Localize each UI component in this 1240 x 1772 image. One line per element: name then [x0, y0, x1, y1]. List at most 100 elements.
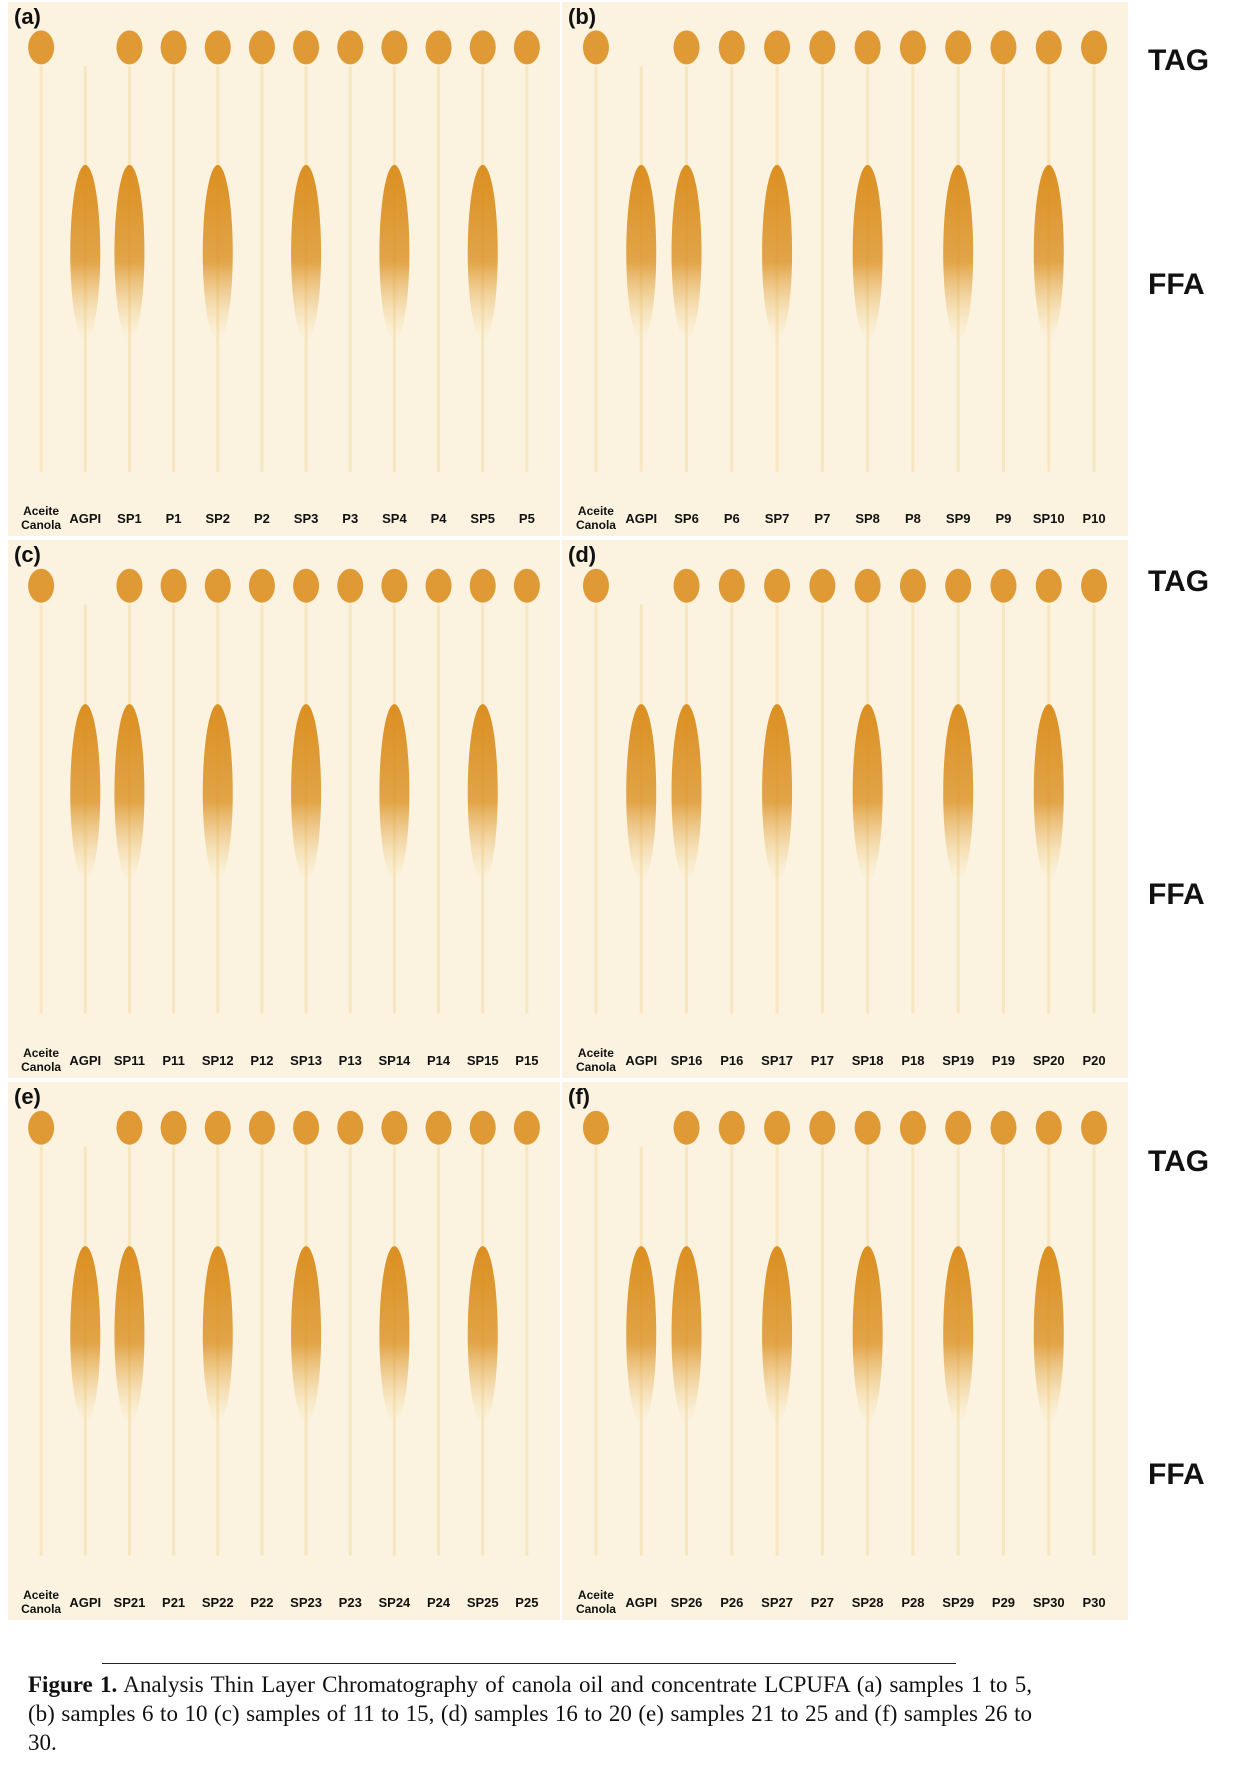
tag-spot — [809, 1110, 836, 1145]
tag-spot — [469, 568, 496, 603]
lane-label: SP27 — [761, 1595, 793, 1610]
ffa-spot — [114, 164, 145, 342]
tag-spot — [204, 1110, 231, 1145]
tag-label-row1: TAG — [1148, 44, 1210, 77]
tag-spot — [248, 568, 275, 603]
ffa-spot — [1033, 164, 1064, 342]
tag-spot — [764, 1110, 791, 1145]
lane-label-line: Aceite — [577, 1046, 614, 1060]
lane-label: SP17 — [761, 1053, 793, 1068]
panel-letter-f: (f) — [568, 1084, 590, 1109]
ffa-spot — [70, 164, 101, 342]
ffa-spot — [70, 704, 101, 882]
lane-label: SP24 — [378, 1595, 411, 1610]
lane-label: SP14 — [378, 1053, 411, 1068]
tag-spot — [990, 1110, 1017, 1145]
lane-label: P4 — [430, 511, 447, 526]
lane-label: SP19 — [942, 1053, 975, 1068]
lane-label: P28 — [901, 1595, 925, 1610]
tag-spot — [945, 1110, 972, 1145]
tag-spot — [116, 1110, 143, 1145]
tag-spot — [718, 1110, 745, 1145]
ffa-spot — [762, 1246, 793, 1424]
lane-label: SP7 — [764, 511, 790, 526]
tag-spot — [1081, 30, 1108, 65]
lane-label: P5 — [518, 511, 535, 526]
tag-spot — [293, 30, 320, 65]
lane-label-line: Aceite — [23, 504, 60, 518]
tag-spot — [116, 568, 143, 603]
tlc-plate-a — [8, 2, 560, 536]
ffa-spot — [291, 704, 322, 882]
plate-background — [562, 1082, 1128, 1620]
tlc-plate-d — [562, 540, 1128, 1078]
lane-label-line: Canola — [21, 1602, 62, 1616]
tag-spot — [381, 1110, 408, 1145]
lane-label: P6 — [723, 511, 740, 526]
lane-label: SP22 — [201, 1595, 234, 1610]
lane-label: Aceite Canola — [21, 1588, 61, 1616]
lane-label: SP3 — [293, 511, 319, 526]
ffa-spot — [671, 164, 702, 342]
tag-spot — [1081, 568, 1108, 603]
lane-label: P1 — [165, 511, 182, 526]
lane-label: AGPI — [625, 1595, 658, 1610]
tag-spot — [582, 568, 609, 603]
lane-label: P16 — [720, 1053, 744, 1068]
tag-spot — [854, 568, 881, 603]
lane-label: SP29 — [942, 1595, 975, 1610]
lane-label: P13 — [338, 1053, 362, 1068]
ffa-spot — [114, 704, 145, 882]
tag-spot — [990, 568, 1017, 603]
tag-spot — [582, 30, 609, 65]
lane-label: SP15 — [466, 1053, 499, 1068]
tag-spot — [381, 568, 408, 603]
tag-spot — [204, 568, 231, 603]
ffa-spot — [379, 704, 410, 882]
lane-label: P3 — [342, 511, 359, 526]
tag-spot — [1081, 1110, 1108, 1145]
tag-spot — [673, 30, 700, 65]
tag-spot — [160, 1110, 187, 1145]
caption-text: Analysis Thin Layer Chromatography of ca… — [28, 1672, 1032, 1755]
lane-label: SP5 — [470, 511, 496, 526]
tag-spot — [945, 568, 972, 603]
tag-spot — [337, 568, 364, 603]
tag-spot — [854, 1110, 881, 1145]
lane-label: SP23 — [290, 1595, 322, 1610]
lane-label: SP4 — [382, 511, 407, 526]
ffa-spot — [467, 1246, 498, 1424]
lane-label: AGPI — [625, 1053, 658, 1068]
lane-label: P24 — [426, 1595, 451, 1610]
lane-label: SP12 — [201, 1053, 234, 1068]
tag-spot — [945, 30, 972, 65]
lane-label: P2 — [253, 511, 270, 526]
lane-label: P21 — [162, 1595, 186, 1610]
lane-label: Aceite Canola — [21, 1046, 61, 1074]
panel-letter-c: (c) — [14, 542, 41, 567]
lane-label: SP1 — [117, 511, 142, 526]
ffa-spot — [1033, 704, 1064, 882]
lane-label-line: Canola — [21, 518, 62, 532]
lane-label: SP25 — [466, 1595, 499, 1610]
lane-label: SP21 — [113, 1595, 146, 1610]
ffa-spot — [852, 704, 883, 882]
lane-label: SP13 — [290, 1053, 322, 1068]
tlc-plate-c — [8, 540, 560, 1078]
lane-label: P26 — [720, 1595, 744, 1610]
lane-label-line: Aceite — [23, 1046, 60, 1060]
lane-label: Aceite Canola — [576, 1046, 616, 1074]
lane-label: SP2 — [205, 511, 231, 526]
lane-label: P7 — [814, 511, 831, 526]
panel-b: (b) Aceite Canola AGPI SP6 P6 SP7 P7 SP8 P8 SP9 P9… — [562, 2, 1128, 536]
tag-spot — [469, 30, 496, 65]
ffa-spot — [202, 1246, 233, 1424]
caption-label: Figure 1. — [28, 1672, 118, 1697]
lane-label: P12 — [250, 1053, 274, 1068]
tag-spot — [990, 30, 1017, 65]
tag-spot — [160, 30, 187, 65]
ffa-spot — [467, 704, 498, 882]
tag-spot — [28, 1110, 55, 1145]
tag-spot — [764, 30, 791, 65]
ffa-label-row1: FFA — [1148, 268, 1205, 301]
